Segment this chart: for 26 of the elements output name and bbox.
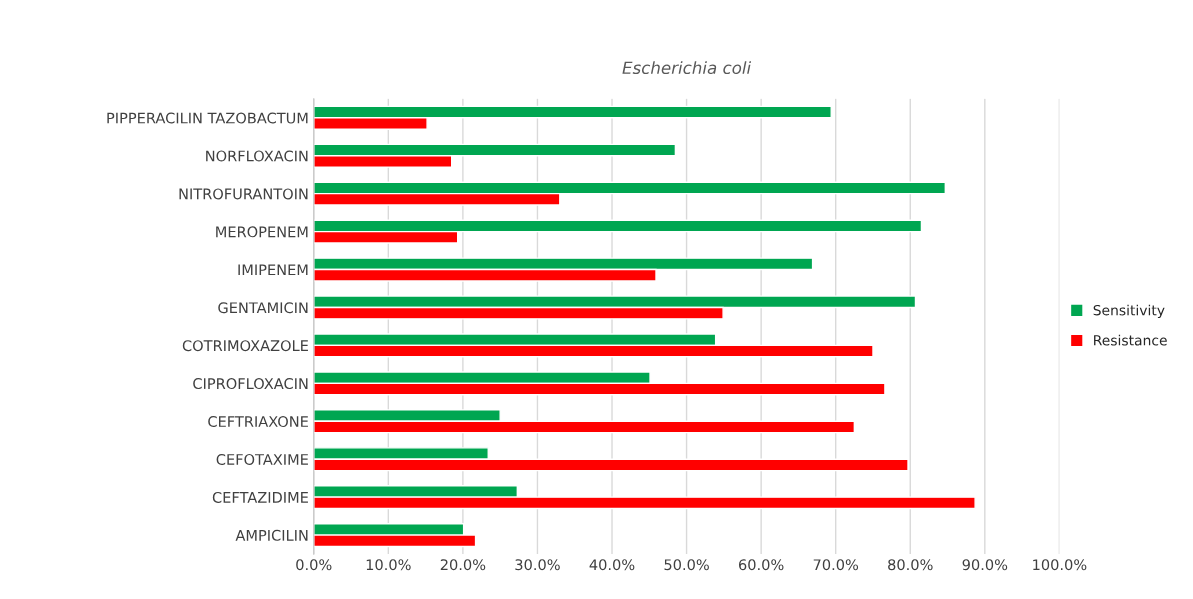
y-tick-label: CEFOTAXIME [216, 453, 308, 465]
x-tick-label: 10.0% [366, 559, 411, 571]
x-tick-label: 60.0% [738, 559, 784, 571]
x-tick-label: 50.0% [664, 559, 709, 571]
y-tick-label: CEFTRIAXONE [208, 416, 308, 428]
y-tick-label: CIPROFLOXACIN [193, 378, 308, 390]
x-tick-label: 90.0% [962, 559, 1008, 571]
y-tick-label: PIPPERACILIN TAZOBACTUM [107, 112, 308, 124]
x-tick-label: 70.0% [813, 559, 859, 571]
legend-label: Resistance [1094, 334, 1167, 346]
chart-title: Escherichia coli [622, 61, 752, 75]
x-tick-label: 20.0% [440, 559, 486, 571]
x-tick-label: 40.0% [589, 559, 635, 571]
x-tick-label: 100.0% [1033, 559, 1087, 571]
y-tick-label: MEROPENEM [216, 226, 308, 238]
y-tick-label: GENTAMICIN [218, 302, 308, 314]
x-tick-label: 80.0% [888, 559, 933, 571]
y-tick-label: AMPICILIN [235, 529, 308, 541]
y-tick-label: COTRIMOXAZOLE [182, 340, 308, 352]
x-tick-label: 30.0% [515, 559, 560, 571]
y-tick-label: NORFLOXACIN [206, 150, 308, 162]
y-tick-label: CEFTAZIDIME [212, 491, 308, 503]
legend-label: Sensitivity [1093, 304, 1165, 319]
y-tick-label: IMIPENEM [238, 264, 308, 276]
y-tick-label: NITROFURANTOIN [179, 188, 308, 200]
x-tick-label: 0.0% [296, 559, 332, 571]
